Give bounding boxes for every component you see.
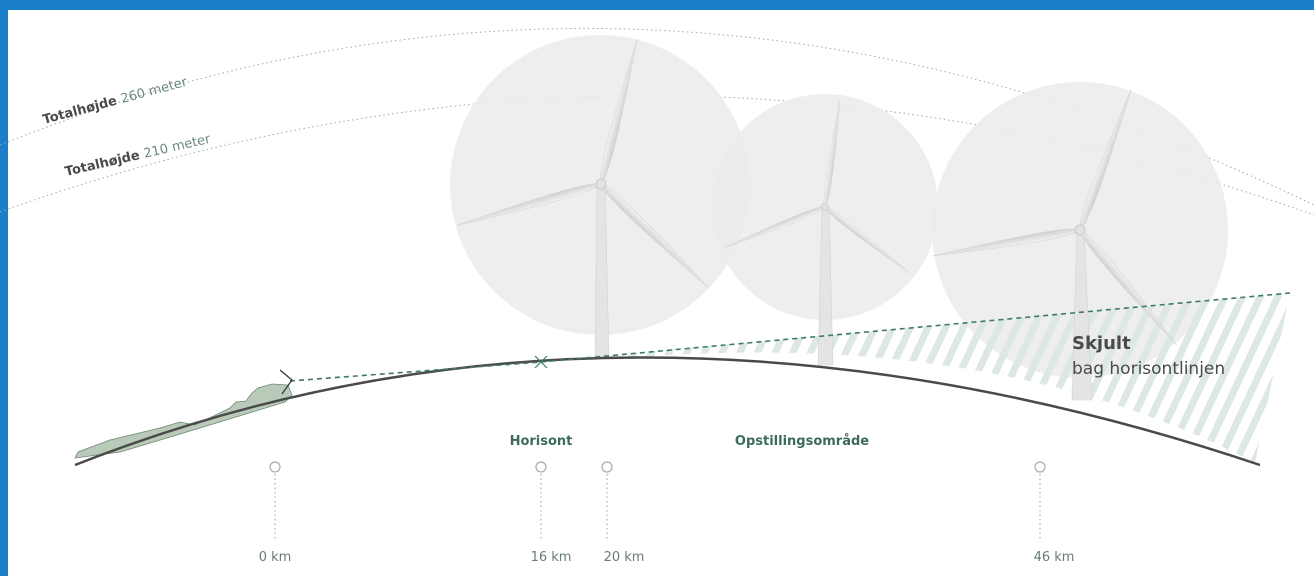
hidden-subtitle: bag horisontlinjen xyxy=(1072,359,1225,379)
marker xyxy=(269,461,281,473)
hidden-title: Skjult xyxy=(1072,333,1131,354)
marker xyxy=(601,461,613,473)
turbine xyxy=(928,43,1256,401)
value: 260 meter xyxy=(119,75,189,107)
label: Totalhøjde xyxy=(64,148,142,180)
height-label: Totalhøjde 210 meter xyxy=(64,132,213,180)
hidden-area xyxy=(590,293,1290,463)
horizon-mark xyxy=(534,355,548,369)
distance-markers xyxy=(269,461,1046,540)
height-label-title: Totalhøjde 210 meter xyxy=(64,132,213,180)
distance-label: 20 km xyxy=(604,550,645,565)
distance-label: 0 km xyxy=(259,550,292,565)
distance-label: 46 km xyxy=(1034,550,1075,565)
marker xyxy=(1034,461,1046,473)
label: Totalhøjde xyxy=(41,94,119,128)
site-label: Opstillingsområde xyxy=(735,434,869,449)
horizon-label: Horisont xyxy=(510,434,573,449)
earth-curve xyxy=(74,356,1261,467)
height-label: Totalhøjde 260 meter xyxy=(41,75,189,128)
eye xyxy=(279,369,293,395)
marker xyxy=(535,461,547,473)
terrain xyxy=(74,383,293,459)
distance-label: 16 km xyxy=(531,550,572,565)
sight-line xyxy=(289,292,1291,382)
turbine xyxy=(722,86,935,366)
marker-line xyxy=(274,474,1041,540)
height-label-title: Totalhøjde 260 meter xyxy=(41,75,189,128)
